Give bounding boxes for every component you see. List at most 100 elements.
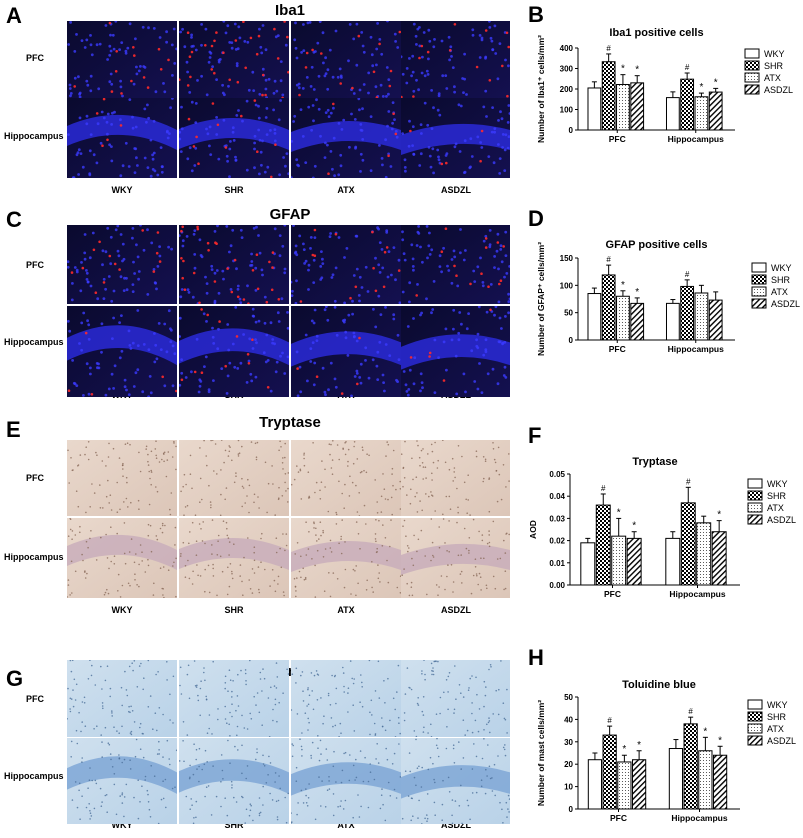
micrograph-tile: [67, 440, 177, 516]
chart-title: GFAP positive cells: [606, 239, 708, 251]
x-tick-label: PFC: [604, 589, 621, 599]
micrograph-tile: [401, 660, 510, 737]
significance-mark: #: [607, 716, 612, 725]
column-label: WKY: [111, 185, 133, 195]
bar-wky: [580, 542, 596, 586]
micrograph-tile: [401, 440, 510, 516]
micrograph-tile: [291, 518, 401, 598]
bar-asdzl: [708, 299, 723, 341]
significance-mark: #: [601, 484, 606, 493]
y-tick-label: 0.04: [549, 492, 565, 501]
row-label: PFC: [26, 694, 44, 704]
y-tick-label: 100: [560, 106, 574, 115]
panel-letter: E: [6, 417, 21, 442]
micrograph-tile: [179, 660, 289, 737]
significance-mark: *: [717, 510, 721, 521]
micrograph-tile: [179, 225, 289, 304]
legend-label: SHR: [767, 491, 787, 501]
y-axis-label: Number of GFAP⁺ cells/mm²: [536, 242, 546, 356]
x-tick-label: Hippocampus: [668, 344, 724, 354]
bar-shr: [683, 723, 698, 810]
bar-atx: [616, 83, 630, 131]
legend-label: WKY: [771, 263, 792, 273]
significance-mark: *: [617, 507, 621, 518]
bar-shr: [602, 734, 617, 810]
y-tick-label: 50: [564, 309, 573, 318]
y-axis-label: Number of mast cells/mm²: [536, 700, 546, 806]
y-tick-label: 10: [564, 783, 573, 792]
column-label: SHR: [224, 820, 244, 830]
legend-swatch: [747, 490, 763, 501]
micrograph-tile: [179, 21, 289, 98]
bar-atx: [694, 292, 709, 341]
legend-label: ASDZL: [767, 736, 796, 746]
row-label: Hippocampus: [4, 337, 64, 347]
chart-title: Tryptase: [632, 456, 677, 468]
significance-mark: *: [699, 82, 703, 93]
chart-letter: H: [528, 645, 544, 670]
bar-shr: [680, 285, 695, 341]
column-label: SHR: [224, 185, 244, 195]
bar-atx: [617, 761, 632, 810]
legend-swatch: [744, 72, 760, 83]
panel-title: GFAP: [269, 206, 311, 223]
legend-swatch: [747, 478, 763, 489]
y-tick-label: 0: [569, 126, 574, 135]
y-tick-label: 50: [564, 693, 573, 702]
y-tick-label: 0.03: [549, 514, 565, 523]
legend-label: WKY: [767, 479, 788, 489]
micrograph-tile: [291, 660, 401, 737]
bar-atx: [616, 295, 630, 341]
bar-shr: [680, 502, 696, 586]
micrograph-tile: [401, 21, 510, 98]
bar-wky: [665, 537, 681, 586]
micrograph-tile: [291, 306, 401, 397]
micrograph-tile: [401, 225, 510, 304]
bar-asdzl: [712, 754, 728, 810]
column-label: ATX: [337, 185, 355, 195]
significance-mark: #: [685, 270, 690, 279]
legend-swatch: [751, 286, 767, 297]
bar-asdzl: [626, 537, 642, 586]
legend-swatch: [751, 298, 767, 309]
bar-shr: [601, 61, 616, 131]
significance-mark: *: [621, 280, 625, 291]
x-tick-label: Hippocampus: [671, 813, 727, 823]
bar-asdzl: [631, 759, 647, 810]
legend-swatch: [747, 514, 763, 525]
y-tick-label: 30: [564, 738, 573, 747]
y-tick-label: 300: [560, 65, 574, 74]
legend-swatch: [744, 84, 760, 95]
significance-mark: #: [688, 707, 693, 716]
y-tick-label: 150: [560, 254, 574, 263]
column-label: WKY: [111, 820, 133, 830]
y-tick-label: 200: [560, 85, 574, 94]
micrograph-tile: [67, 98, 177, 178]
micrograph-tile: [401, 738, 510, 824]
legend-label: ATX: [767, 503, 784, 513]
y-tick-label: 400: [560, 44, 574, 53]
y-tick-label: 40: [564, 715, 573, 724]
micrograph-tile: [291, 21, 401, 98]
bar-wky: [587, 759, 603, 810]
chart-letter: D: [528, 206, 544, 231]
bar-wky: [665, 97, 680, 131]
x-tick-label: PFC: [609, 134, 626, 144]
legend-swatch: [747, 699, 763, 710]
chart-title: Toluidine blue: [622, 679, 696, 691]
bar-wky: [668, 748, 684, 810]
panel-title: Tryptase: [259, 414, 321, 431]
micrograph-tile: [401, 98, 510, 178]
legend-swatch: [744, 60, 760, 71]
legend-label: ASDZL: [764, 85, 793, 95]
legend-label: ATX: [767, 724, 784, 734]
y-tick-label: 0: [569, 336, 574, 345]
bar-asdzl: [711, 531, 727, 586]
legend-swatch: [744, 48, 760, 59]
significance-mark: #: [606, 255, 611, 264]
y-tick-label: 0.00: [549, 581, 565, 590]
micrograph-tile: [179, 306, 289, 397]
panel-letter: G: [6, 666, 24, 691]
legend-swatch: [747, 735, 763, 746]
micrograph-tile: [179, 98, 289, 178]
